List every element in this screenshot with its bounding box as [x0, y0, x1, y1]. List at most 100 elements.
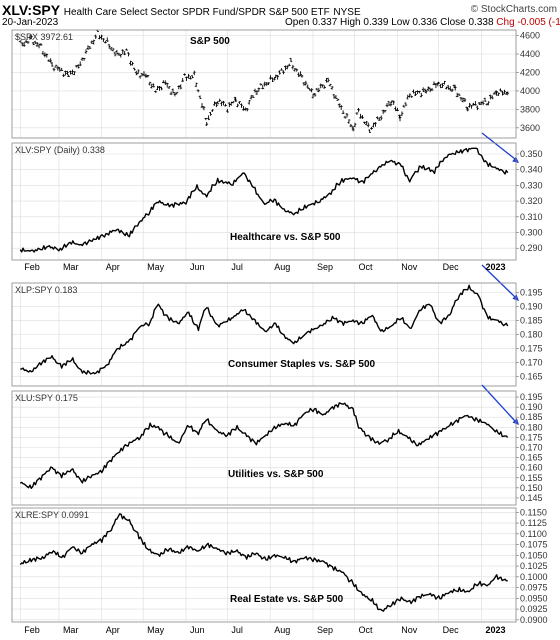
ohlc-bar	[455, 92, 459, 98]
arrow-shaft	[481, 132, 516, 160]
ohlc-bar	[29, 34, 33, 40]
ohlc-bar	[255, 90, 259, 95]
ohlc-bar	[336, 98, 340, 101]
ohlc-bar	[319, 83, 323, 89]
trend-arrow-icon	[481, 132, 519, 163]
ohlc-bar	[158, 86, 161, 91]
y-tick-label: 4400	[520, 49, 540, 59]
ohlc-bar	[150, 83, 154, 89]
ohlc-bar	[302, 82, 306, 86]
y-tick-label: 0.1025	[520, 561, 548, 571]
ohlc-bar	[238, 101, 241, 104]
ohlc-bar	[323, 85, 327, 89]
ohlc-bar	[160, 86, 163, 91]
ohlc-bar	[295, 68, 299, 72]
ohlc-bar	[495, 91, 499, 96]
ohlc-bar	[113, 51, 117, 57]
ohlc-bar	[179, 84, 183, 90]
ohlc-bar	[297, 72, 301, 78]
ohlc-bar	[163, 80, 167, 85]
ohlc-bar	[129, 60, 132, 66]
ohlc-bar	[102, 38, 105, 42]
ohlc-bar	[175, 91, 179, 95]
ohlc-bar	[47, 59, 51, 62]
ohlc-bar	[355, 112, 359, 115]
ohlc-bar	[308, 88, 312, 91]
x-tick-label: May	[147, 262, 165, 272]
x-tick-label: Oct	[358, 262, 373, 272]
ohlc-bar	[54, 64, 58, 68]
x-tick-label: Jul	[231, 262, 243, 272]
chart-title: XLV:SPY Health Care Select Sector SPDR F…	[2, 2, 361, 18]
y-tick-label: 0.165	[520, 453, 543, 463]
ohlc-bar	[434, 83, 438, 89]
ohlc-bar	[343, 115, 347, 119]
y-tick-label: 0.340	[520, 165, 543, 175]
x-tick-label: Sep	[317, 625, 333, 635]
ohlc-bar	[479, 101, 483, 105]
ohlc-bar	[325, 77, 328, 83]
ohlc-bar	[240, 103, 243, 108]
ohlc-bar	[117, 52, 121, 56]
panel-0: 3600 3800 4000 4200 4400 4600 $SPX 3972.61 S&P …	[11, 29, 540, 139]
series-line	[19, 513, 508, 612]
y-tick-label: 3800	[520, 104, 540, 114]
ohlc-bar	[216, 101, 220, 105]
panel-annotation: Consumer Staples vs. S&P 500	[228, 359, 376, 370]
ohlc-bar	[107, 44, 111, 49]
ohlc-bar	[198, 95, 202, 99]
ohlc-bar	[132, 67, 136, 71]
ohlc-bar	[328, 83, 332, 87]
ohlc-bar	[62, 73, 66, 78]
y-tick-label: 0.310	[520, 212, 543, 222]
y-tick-label: 0.1000	[520, 572, 548, 582]
ohlc-bar	[379, 115, 383, 121]
ohlc-bar	[304, 80, 308, 86]
ohlc-bar	[490, 95, 494, 100]
ohlc-bar	[41, 50, 45, 55]
panel-annotation: Utilities vs. S&P 500	[228, 469, 324, 480]
ohlc-bar	[269, 75, 272, 80]
ohlc-bar	[39, 43, 43, 46]
ohlc-bar	[167, 85, 171, 89]
ohlc-bar	[446, 85, 450, 90]
ohlc-bar	[183, 73, 187, 76]
ohlc-bar	[488, 94, 492, 100]
ohlc-bar	[408, 93, 412, 98]
ohlc-bar	[321, 84, 325, 88]
ohlc-bar	[169, 91, 173, 95]
ohlc-bar	[278, 70, 282, 75]
series-label: XLU:SPY 0.175	[15, 393, 78, 403]
ohlc-bar	[503, 89, 506, 95]
ohlc-bar	[353, 122, 357, 128]
ohlc-bar	[125, 48, 129, 51]
ohlc-bar	[362, 121, 366, 124]
ohlc-bar	[450, 88, 454, 92]
ohlc-bar	[134, 70, 138, 76]
ohlc-bar	[67, 74, 71, 77]
close-value: Close 0.338	[440, 17, 494, 28]
ohlc-bar	[406, 94, 410, 100]
x-tick-label: Nov	[401, 625, 418, 635]
ohlc-bar	[430, 87, 434, 91]
ohlc-bar	[251, 95, 255, 98]
y-tick-label: 0.0900	[520, 615, 548, 625]
ohlc-bar	[50, 61, 54, 67]
ohlc-bar	[282, 70, 285, 75]
y-tick-label: 0.0975	[520, 583, 548, 593]
ohlc-bar	[341, 110, 345, 115]
y-tick-label: 0.300	[520, 228, 543, 238]
ohlc-bar	[417, 90, 421, 94]
ohlc-bar	[366, 122, 370, 128]
ohlc-bar	[73, 71, 76, 76]
ohlc-bar	[410, 95, 414, 98]
panel-border	[11, 390, 517, 506]
ohlc-bar	[192, 70, 196, 76]
ohlc-bar	[285, 65, 289, 70]
ohlc-bar	[313, 92, 317, 97]
ohlc-bar	[339, 105, 343, 110]
ohlc-bar	[439, 84, 443, 89]
ohlc-bar	[389, 102, 393, 107]
ohlc-bar	[214, 102, 218, 108]
